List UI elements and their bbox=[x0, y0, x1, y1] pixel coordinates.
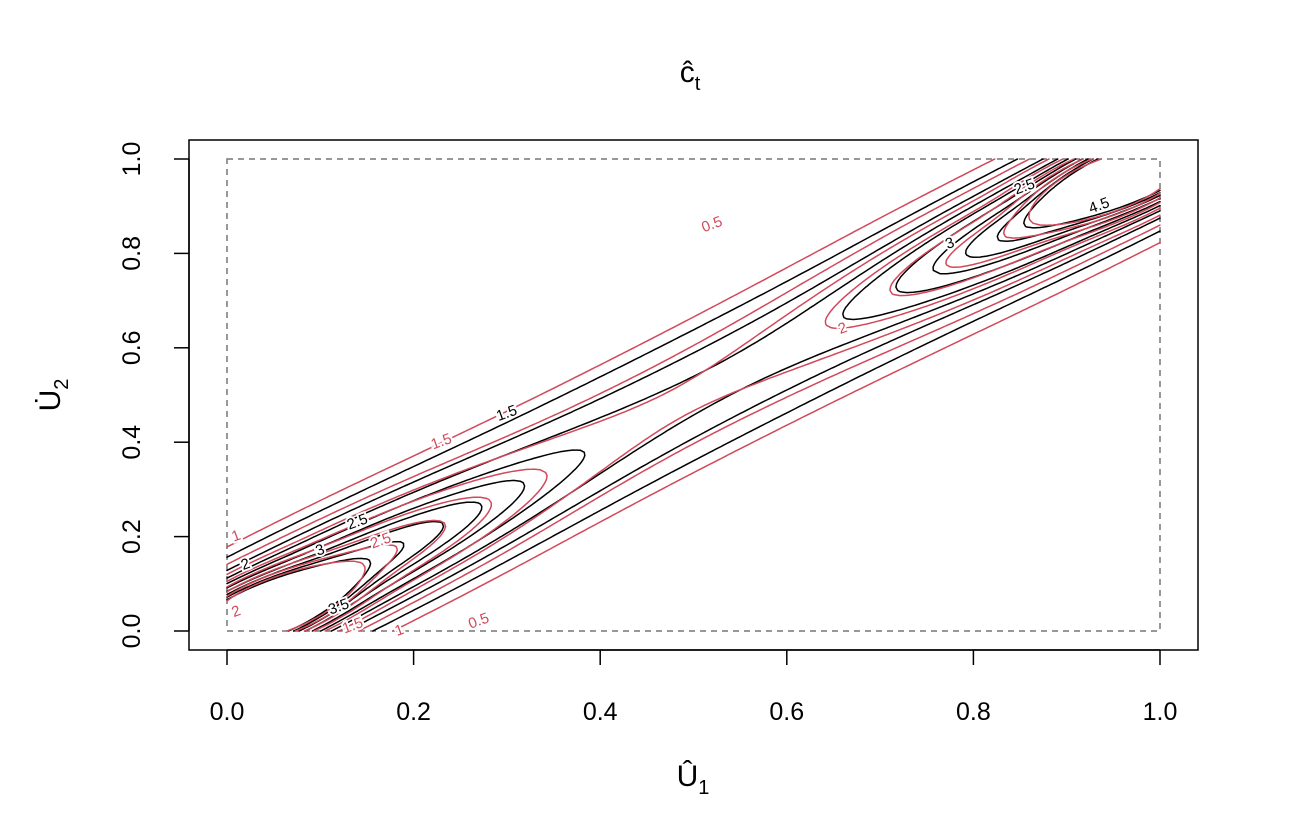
contour-line bbox=[226, 158, 1161, 632]
x-tick-label: 0.0 bbox=[210, 698, 245, 726]
contour-line bbox=[226, 158, 1161, 632]
contour-line bbox=[226, 158, 1161, 632]
y-tick-label: 0.0 bbox=[118, 614, 146, 649]
contour-line bbox=[226, 158, 1161, 632]
contour-line bbox=[226, 158, 1161, 632]
y-axis: 0.0 0.2 0.4 0.6 0.8 1.0 bbox=[118, 142, 190, 649]
contour-label: 1.5 bbox=[494, 402, 519, 425]
contour-line bbox=[226, 158, 1161, 632]
y-axis-title-main: U̇ bbox=[34, 390, 67, 412]
contour-line bbox=[226, 158, 1161, 632]
x-tick-label: 0.6 bbox=[769, 698, 804, 726]
contour-line bbox=[226, 158, 1161, 632]
contour-line bbox=[226, 158, 1161, 632]
contour-label: 1.5 bbox=[340, 614, 365, 637]
contour-label: 2.5 bbox=[345, 510, 370, 533]
plot-frame bbox=[188, 139, 1199, 651]
contour-line bbox=[226, 158, 1161, 632]
x-tick-label: 0.8 bbox=[956, 698, 991, 726]
y-tick-label: 0.4 bbox=[118, 425, 146, 460]
y-tick-label: 0.2 bbox=[118, 519, 146, 554]
x-tick-label: 0.4 bbox=[583, 698, 618, 726]
contour-lines bbox=[226, 158, 1161, 632]
x-tick-label: 0.2 bbox=[396, 698, 431, 726]
contour-line bbox=[226, 158, 1161, 632]
chart-title-sub: t bbox=[695, 73, 701, 95]
contour-label: 2 bbox=[836, 319, 850, 338]
x-axis: 0.0 0.2 0.4 0.6 0.8 1.0 bbox=[210, 649, 1178, 726]
chart-title: ĉt bbox=[680, 56, 701, 95]
contour-line bbox=[226, 158, 1161, 632]
y-tick-label: 0.8 bbox=[118, 236, 146, 271]
x-axis-title-sub: 1 bbox=[698, 777, 709, 799]
x-axis-title-main: Û bbox=[677, 759, 699, 793]
contour-label: 0.5 bbox=[466, 610, 491, 633]
contour-line bbox=[226, 158, 1161, 632]
svg-text:ĉt: ĉt bbox=[680, 56, 701, 95]
y-axis-title-sub: 2 bbox=[51, 379, 73, 390]
contour-line bbox=[226, 158, 1161, 632]
contour-label: 0.5 bbox=[699, 213, 724, 236]
contour-line bbox=[226, 158, 1161, 632]
chart-title-main: ĉ bbox=[680, 56, 695, 89]
contour-label: 2 bbox=[229, 602, 243, 621]
y-tick-label: 1.0 bbox=[118, 142, 146, 177]
contour-label: 1 bbox=[229, 527, 243, 546]
contour-line bbox=[226, 158, 1161, 632]
contour-line bbox=[226, 158, 1161, 632]
y-tick-label: 0.6 bbox=[118, 330, 146, 365]
unit-square bbox=[226, 158, 1161, 632]
y-axis-title: U̇2 bbox=[34, 379, 73, 412]
x-axis-title: Û1 bbox=[677, 759, 710, 799]
x-tick-label: 1.0 bbox=[1143, 698, 1178, 726]
